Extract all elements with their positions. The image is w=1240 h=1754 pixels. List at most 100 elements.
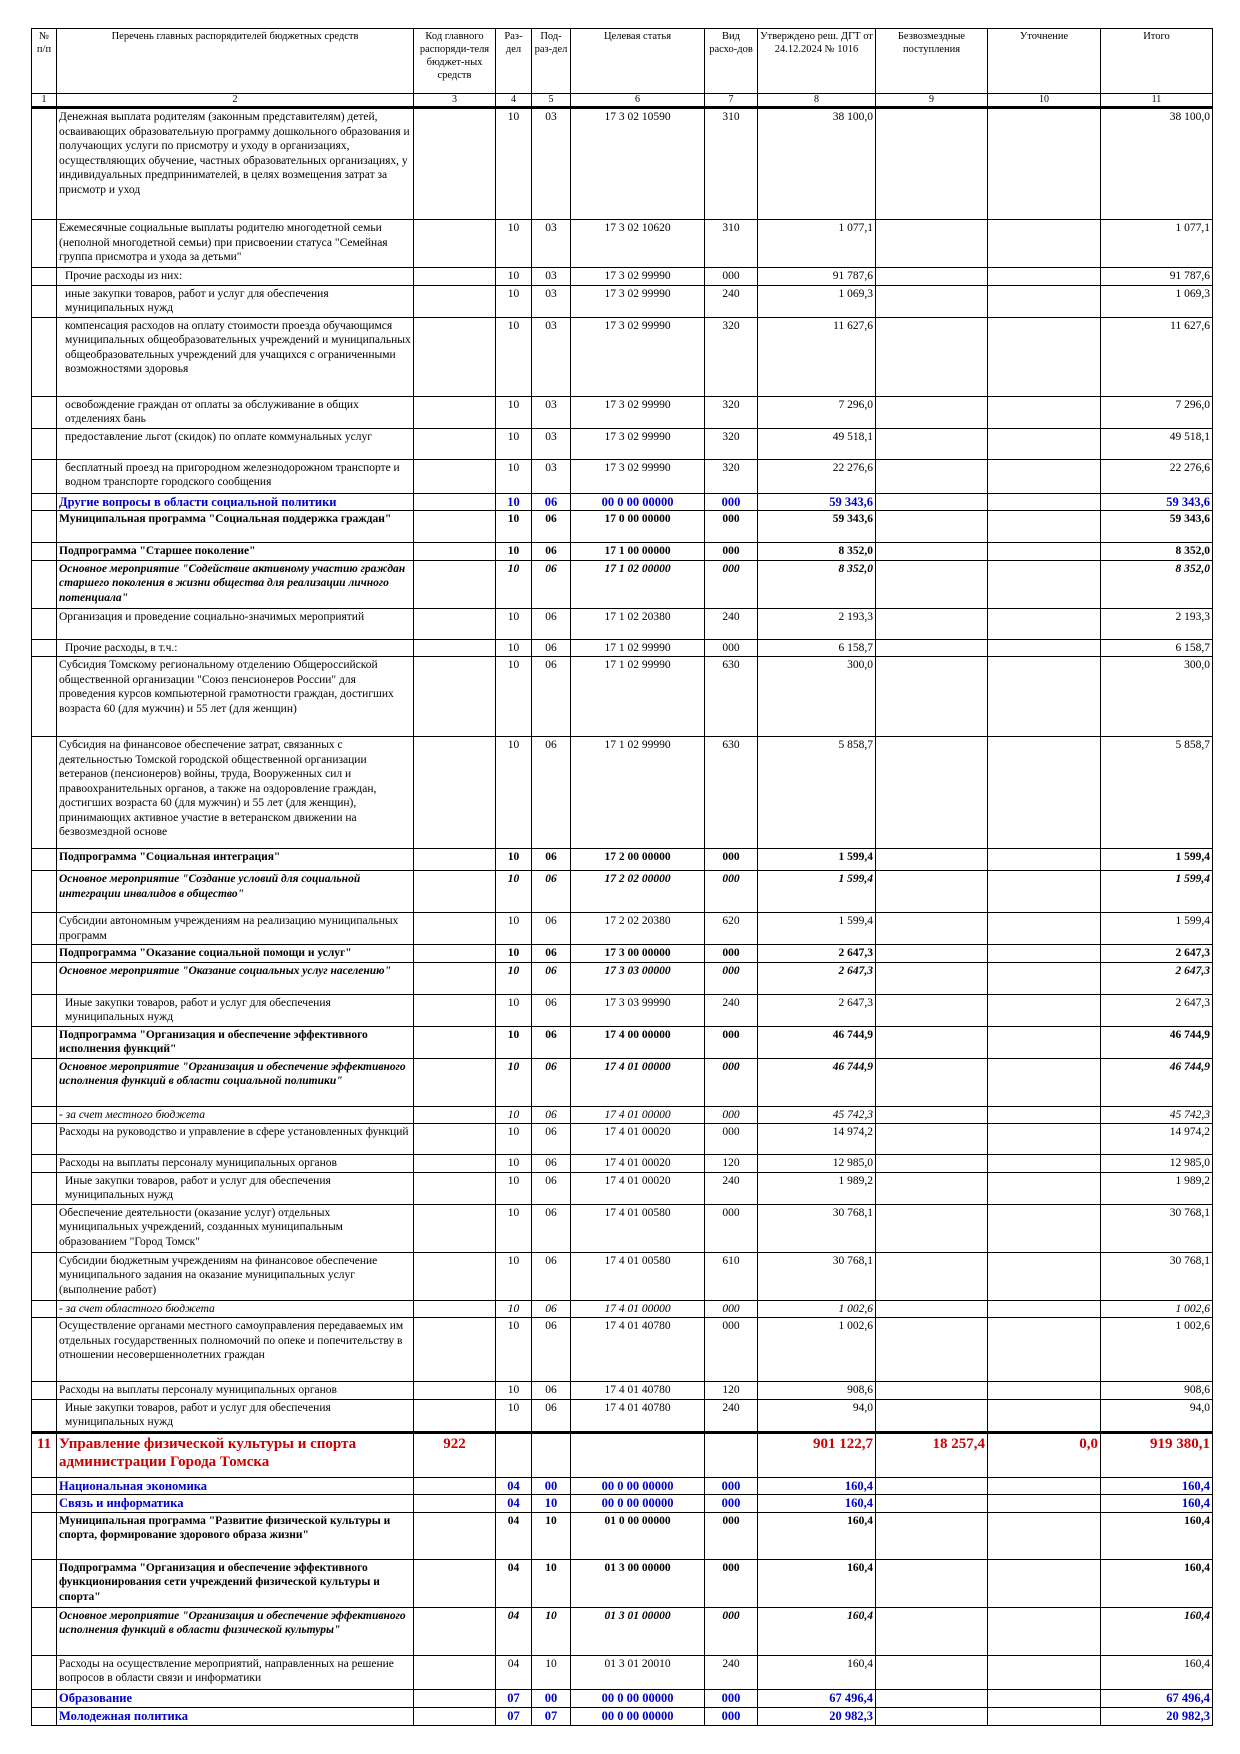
item-name: Основное мероприятие "Оказание социальны… xyxy=(56,961,414,995)
row-number xyxy=(31,427,57,460)
adjustment xyxy=(987,1105,1101,1124)
subsection: 03 xyxy=(531,107,571,220)
grants-amount xyxy=(875,1558,988,1608)
section: 04 xyxy=(495,1476,532,1495)
target-article: 17 4 01 00020 xyxy=(570,1154,705,1173)
row-number xyxy=(31,607,57,640)
section: 10 xyxy=(495,107,532,220)
item-name: освобождение граждан от оплаты за обслуж… xyxy=(56,395,414,429)
section: 10 xyxy=(495,1299,532,1318)
approved-amount: 160,4 xyxy=(757,1476,876,1495)
expense-type: 000 xyxy=(704,1123,758,1155)
approved-amount: 1 599,4 xyxy=(757,848,876,871)
expense-type: 000 xyxy=(704,870,758,913)
target-article: 17 4 01 00020 xyxy=(570,1171,705,1205)
grants-amount xyxy=(875,284,988,318)
section: 07 xyxy=(495,1688,532,1708)
total: 160,4 xyxy=(1100,1476,1213,1495)
total: 46 744,9 xyxy=(1100,1057,1213,1107)
item-name: Расходы на руководство и управление в сф… xyxy=(56,1123,414,1155)
table-row: Национальная экономика 04 00 00 0 00 00000 0… xyxy=(31,1476,1213,1495)
row-number xyxy=(31,1025,57,1059)
admin-code xyxy=(413,1299,496,1318)
target-article: 17 3 03 00000 xyxy=(570,961,705,995)
header-cell: Утверждено реш. ДГТ от 24.12.2024 № 1016 xyxy=(757,28,876,94)
admin-code xyxy=(413,316,496,397)
total: 8 352,0 xyxy=(1100,542,1213,561)
target-article: 17 3 02 99990 xyxy=(570,267,705,286)
approved-amount: 20 982,3 xyxy=(757,1706,876,1726)
column-number-row: 1 2 3 4 5 6 7 8 9 10 11 xyxy=(31,93,1213,109)
table-wrap: № п/п Перечень главных распорядителей бюд… xyxy=(31,28,1213,1726)
row-number xyxy=(31,1558,57,1608)
expense-type: 000 xyxy=(704,267,758,286)
item-name: Подпрограмма "Организация и обеспечение … xyxy=(56,1025,414,1059)
row-number xyxy=(31,912,57,945)
approved-amount: 1 989,2 xyxy=(757,1171,876,1205)
row-number xyxy=(31,492,57,511)
expense-type: 000 xyxy=(704,1606,758,1656)
item-name: Прочие расходы из них: xyxy=(56,267,414,286)
adjustment xyxy=(987,1511,1101,1560)
item-name: предоставление льгот (скидок) по оплате … xyxy=(56,427,414,460)
admin-code xyxy=(413,870,496,913)
admin-code xyxy=(413,458,496,494)
subsection: 06 xyxy=(531,1317,571,1382)
expense-type: 240 xyxy=(704,607,758,640)
approved-amount: 22 276,6 xyxy=(757,458,876,494)
approved-amount: 2 647,3 xyxy=(757,944,876,963)
approved-amount: 160,4 xyxy=(757,1511,876,1560)
subsection: 03 xyxy=(531,395,571,429)
approved-amount: 1 002,6 xyxy=(757,1317,876,1382)
item-name: Расходы на осуществление мероприятий, на… xyxy=(56,1654,414,1690)
item-name: Основное мероприятие "Организация и обес… xyxy=(56,1057,414,1107)
approved-amount: 2 647,3 xyxy=(757,993,876,1027)
section: 04 xyxy=(495,1494,532,1513)
subsection: 06 xyxy=(531,993,571,1027)
header-cell: Код главного распоряди-теля бюджет-ных с… xyxy=(413,28,496,94)
section: 10 xyxy=(495,458,532,494)
row-number xyxy=(31,542,57,561)
grants-amount xyxy=(875,638,988,657)
grants-amount xyxy=(875,427,988,460)
row-number xyxy=(31,559,57,609)
target-article: 17 4 01 00580 xyxy=(570,1203,705,1253)
section: 10 xyxy=(495,656,532,737)
admin-code xyxy=(413,736,496,849)
subsection: 06 xyxy=(531,1171,571,1205)
item-name: Основное мероприятие "Содействие активно… xyxy=(56,559,414,609)
grants-amount xyxy=(875,395,988,429)
table-row: Денежная выплата родителям (законным пре… xyxy=(31,107,1213,220)
table-row: Основное мероприятие "Создание условий д… xyxy=(31,870,1213,913)
adjustment xyxy=(987,961,1101,995)
section: 10 xyxy=(495,1251,532,1301)
target-article: 01 3 01 20010 xyxy=(570,1654,705,1690)
adjustment xyxy=(987,944,1101,963)
total: 160,4 xyxy=(1100,1494,1213,1513)
target-article: 17 3 00 00000 xyxy=(570,944,705,963)
grants-amount xyxy=(875,510,988,543)
grants-amount xyxy=(875,848,988,871)
subsection: 07 xyxy=(531,1706,571,1726)
section: 10 xyxy=(495,1171,532,1205)
item-name: Расходы на выплаты персоналу муниципальн… xyxy=(56,1381,414,1400)
item-name: Национальная экономика xyxy=(56,1476,414,1495)
section: 10 xyxy=(495,559,532,609)
row-number xyxy=(31,1654,57,1690)
expense-type: 310 xyxy=(704,107,758,220)
subsection: 06 xyxy=(531,961,571,995)
item-name: Связь и информатика xyxy=(56,1494,414,1513)
approved-amount: 67 496,4 xyxy=(757,1688,876,1708)
item-name: Основное мероприятие "Организация и обес… xyxy=(56,1606,414,1656)
table-row: иные закупки товаров, работ и услуг для … xyxy=(31,284,1213,318)
item-name: Организация и проведение социально-значи… xyxy=(56,607,414,640)
row-number xyxy=(31,870,57,913)
subsection: 00 xyxy=(531,1476,571,1495)
adjustment xyxy=(987,1154,1101,1173)
section: 10 xyxy=(495,961,532,995)
total: 38 100,0 xyxy=(1100,107,1213,220)
adjustment xyxy=(987,848,1101,871)
expense-type: 120 xyxy=(704,1381,758,1400)
expense-type: 240 xyxy=(704,993,758,1027)
total: 6 158,7 xyxy=(1100,638,1213,657)
